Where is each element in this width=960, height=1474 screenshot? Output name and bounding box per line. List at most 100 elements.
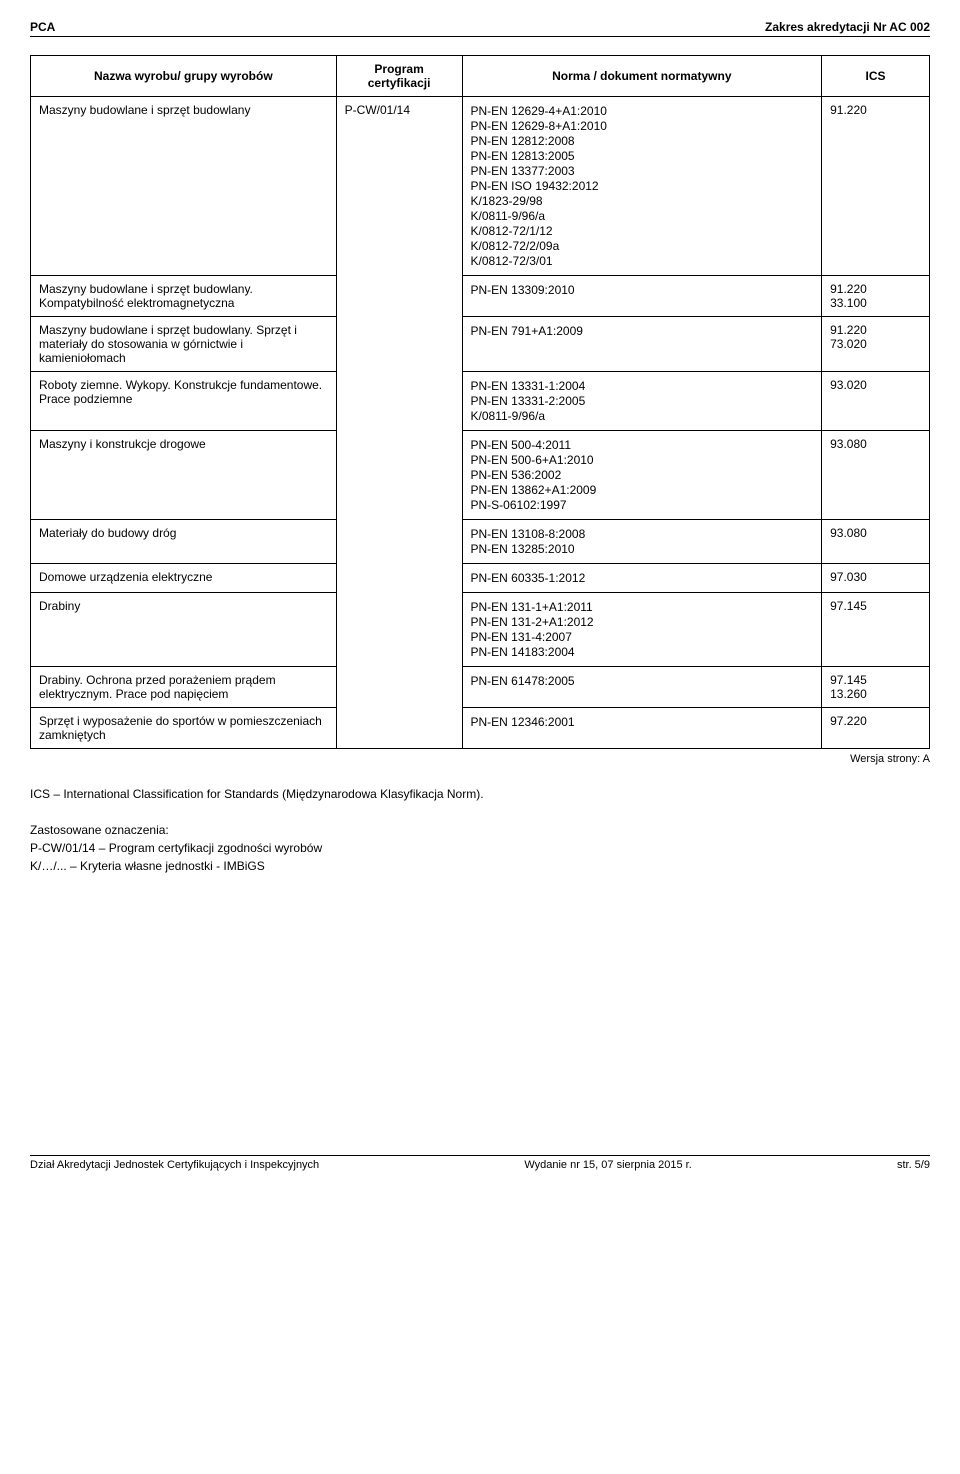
norm-entry: PN-S-06102:1997	[471, 498, 814, 512]
norm-entry: PN-EN 13309:2010	[471, 283, 814, 297]
norm-entry: PN-EN 14183:2004	[471, 645, 814, 659]
norm-entry: PN-EN 13862+A1:2009	[471, 483, 814, 497]
table-row: Drabiny PN-EN 131-1+A1:2011PN-EN 131-2+A1…	[31, 593, 930, 667]
oz-heading: Zastosowane oznaczenia:	[30, 821, 930, 839]
norm-entry: PN-EN 500-6+A1:2010	[471, 453, 814, 467]
norm-entry: PN-EN 12813:2005	[471, 149, 814, 163]
cell-product-name: Materiały do budowy dróg	[31, 520, 337, 564]
table-row: Roboty ziemne. Wykopy. Konstrukcje funda…	[31, 372, 930, 431]
cell-ics: 93.080	[822, 431, 930, 520]
th-program: Program certyfikacji	[336, 56, 462, 97]
ics-explanation: ICS – International Classification for S…	[30, 785, 930, 803]
page-footer: Dział Akredytacji Jednostek Certyfikując…	[30, 1155, 930, 1171]
cell-ics: 97.030	[822, 564, 930, 593]
norm-entry: K/0812-72/1/12	[471, 224, 814, 238]
cell-ics: 91.220	[822, 97, 930, 276]
cell-product-name: Domowe urządzenia elektryczne	[31, 564, 337, 593]
ics-entry: 97.145	[830, 673, 921, 687]
ics-entry: 93.080	[830, 437, 921, 451]
cell-ics: 97.14513.260	[822, 667, 930, 708]
norm-entry: PN-EN 500-4:2011	[471, 438, 814, 452]
header-right: Zakres akredytacji Nr AC 002	[765, 20, 930, 34]
ics-entry: 33.100	[830, 296, 921, 310]
cell-norms: PN-EN 791+A1:2009	[462, 317, 822, 372]
cell-norms: PN-EN 131-1+A1:2011PN-EN 131-2+A1:2012PN…	[462, 593, 822, 667]
cell-product-name: Drabiny	[31, 593, 337, 667]
norm-entry: PN-EN 60335-1:2012	[471, 571, 814, 585]
norm-entry: K/0811-9/96/a	[471, 209, 814, 223]
cell-norms: PN-EN 60335-1:2012	[462, 564, 822, 593]
ics-entry: 97.030	[830, 570, 921, 584]
norm-entry: K/0811-9/96/a	[471, 409, 814, 423]
notes-section: ICS – International Classification for S…	[30, 785, 930, 875]
ics-entry: 91.220	[830, 323, 921, 337]
norm-entry: PN-EN 12629-8+A1:2010	[471, 119, 814, 133]
norm-entry: PN-EN 536:2002	[471, 468, 814, 482]
norm-entry: K/1823-29/98	[471, 194, 814, 208]
table-row: Drabiny. Ochrona przed porażeniem prądem…	[31, 667, 930, 708]
cell-norms: PN-EN 61478:2005	[462, 667, 822, 708]
norm-entry: PN-EN 13377:2003	[471, 164, 814, 178]
cell-ics: 93.020	[822, 372, 930, 431]
cell-norms: PN-EN 12629-4+A1:2010PN-EN 12629-8+A1:20…	[462, 97, 822, 276]
cell-norms: PN-EN 13108-8:2008PN-EN 13285:2010	[462, 520, 822, 564]
ics-entry: 93.020	[830, 378, 921, 392]
oz-k: K/…/... – Kryteria własne jednostki - IM…	[30, 857, 930, 875]
table-row: Maszyny budowlane i sprzęt budowlany. Sp…	[31, 317, 930, 372]
table-header-row: Nazwa wyrobu/ grupy wyrobów Program cert…	[31, 56, 930, 97]
version-label: Wersja strony: A	[30, 753, 930, 765]
ics-entry: 13.260	[830, 687, 921, 701]
norm-entry: PN-EN 131-1+A1:2011	[471, 600, 814, 614]
norm-entry: PN-EN 12812:2008	[471, 134, 814, 148]
cell-ics: 97.220	[822, 708, 930, 749]
norm-entry: PN-EN 13108-8:2008	[471, 527, 814, 541]
cell-product-name: Roboty ziemne. Wykopy. Konstrukcje funda…	[31, 372, 337, 431]
norm-entry: PN-EN 131-4:2007	[471, 630, 814, 644]
ics-entry: 91.220	[830, 282, 921, 296]
footer-left: Dział Akredytacji Jednostek Certyfikując…	[30, 1159, 319, 1171]
table-row: Sprzęt i wyposażenie do sportów w pomies…	[31, 708, 930, 749]
cell-ics: 93.080	[822, 520, 930, 564]
ics-entry: 91.220	[830, 103, 921, 117]
cell-product-name: Maszyny budowlane i sprzęt budowlany	[31, 97, 337, 276]
footer-right: str. 5/9	[897, 1159, 930, 1171]
cell-product-name: Drabiny. Ochrona przed porażeniem prądem…	[31, 667, 337, 708]
cell-norms: PN-EN 12346:2001	[462, 708, 822, 749]
table-row: Maszyny budowlane i sprzęt budowlany. Ko…	[31, 276, 930, 317]
th-ics: ICS	[822, 56, 930, 97]
header-left: PCA	[30, 20, 55, 34]
cell-ics: 97.145	[822, 593, 930, 667]
ics-entry: 73.020	[830, 337, 921, 351]
norm-entry: PN-EN 131-2+A1:2012	[471, 615, 814, 629]
cell-norms: PN-EN 13309:2010	[462, 276, 822, 317]
norm-entry: PN-EN 12346:2001	[471, 715, 814, 729]
norm-entry: PN-EN 13331-2:2005	[471, 394, 814, 408]
norm-entry: PN-EN ISO 19432:2012	[471, 179, 814, 193]
cell-ics: 91.22073.020	[822, 317, 930, 372]
ics-entry: 97.220	[830, 714, 921, 728]
cell-ics: 91.22033.100	[822, 276, 930, 317]
table-row: Domowe urządzenia elektryczne PN-EN 60335…	[31, 564, 930, 593]
norm-entry: K/0812-72/3/01	[471, 254, 814, 268]
oz-pcw: P-CW/01/14 – Program certyfikacji zgodno…	[30, 839, 930, 857]
norm-entry: PN-EN 61478:2005	[471, 674, 814, 688]
cell-product-name: Maszyny budowlane i sprzęt budowlany. Ko…	[31, 276, 337, 317]
norm-entry: PN-EN 791+A1:2009	[471, 324, 814, 338]
norm-entry: PN-EN 13331-1:2004	[471, 379, 814, 393]
cell-product-name: Maszyny budowlane i sprzęt budowlany. Sp…	[31, 317, 337, 372]
page-header: PCA Zakres akredytacji Nr AC 002	[30, 20, 930, 37]
cell-norms: PN-EN 13331-1:2004PN-EN 13331-2:2005K/08…	[462, 372, 822, 431]
cell-product-name: Maszyny i konstrukcje drogowe	[31, 431, 337, 520]
cell-program: P-CW/01/14	[336, 97, 462, 749]
table-row: Materiały do budowy dróg PN-EN 13108-8:20…	[31, 520, 930, 564]
ics-entry: 97.145	[830, 599, 921, 613]
norm-entry: PN-EN 12629-4+A1:2010	[471, 104, 814, 118]
footer-center: Wydanie nr 15, 07 sierpnia 2015 r.	[524, 1159, 691, 1171]
accreditation-table: Nazwa wyrobu/ grupy wyrobów Program cert…	[30, 55, 930, 749]
th-norm: Norma / dokument normatywny	[462, 56, 822, 97]
norm-entry: PN-EN 13285:2010	[471, 542, 814, 556]
th-name: Nazwa wyrobu/ grupy wyrobów	[31, 56, 337, 97]
table-row: Maszyny i konstrukcje drogowe PN-EN 500-4…	[31, 431, 930, 520]
ics-entry: 93.080	[830, 526, 921, 540]
norm-entry: K/0812-72/2/09a	[471, 239, 814, 253]
